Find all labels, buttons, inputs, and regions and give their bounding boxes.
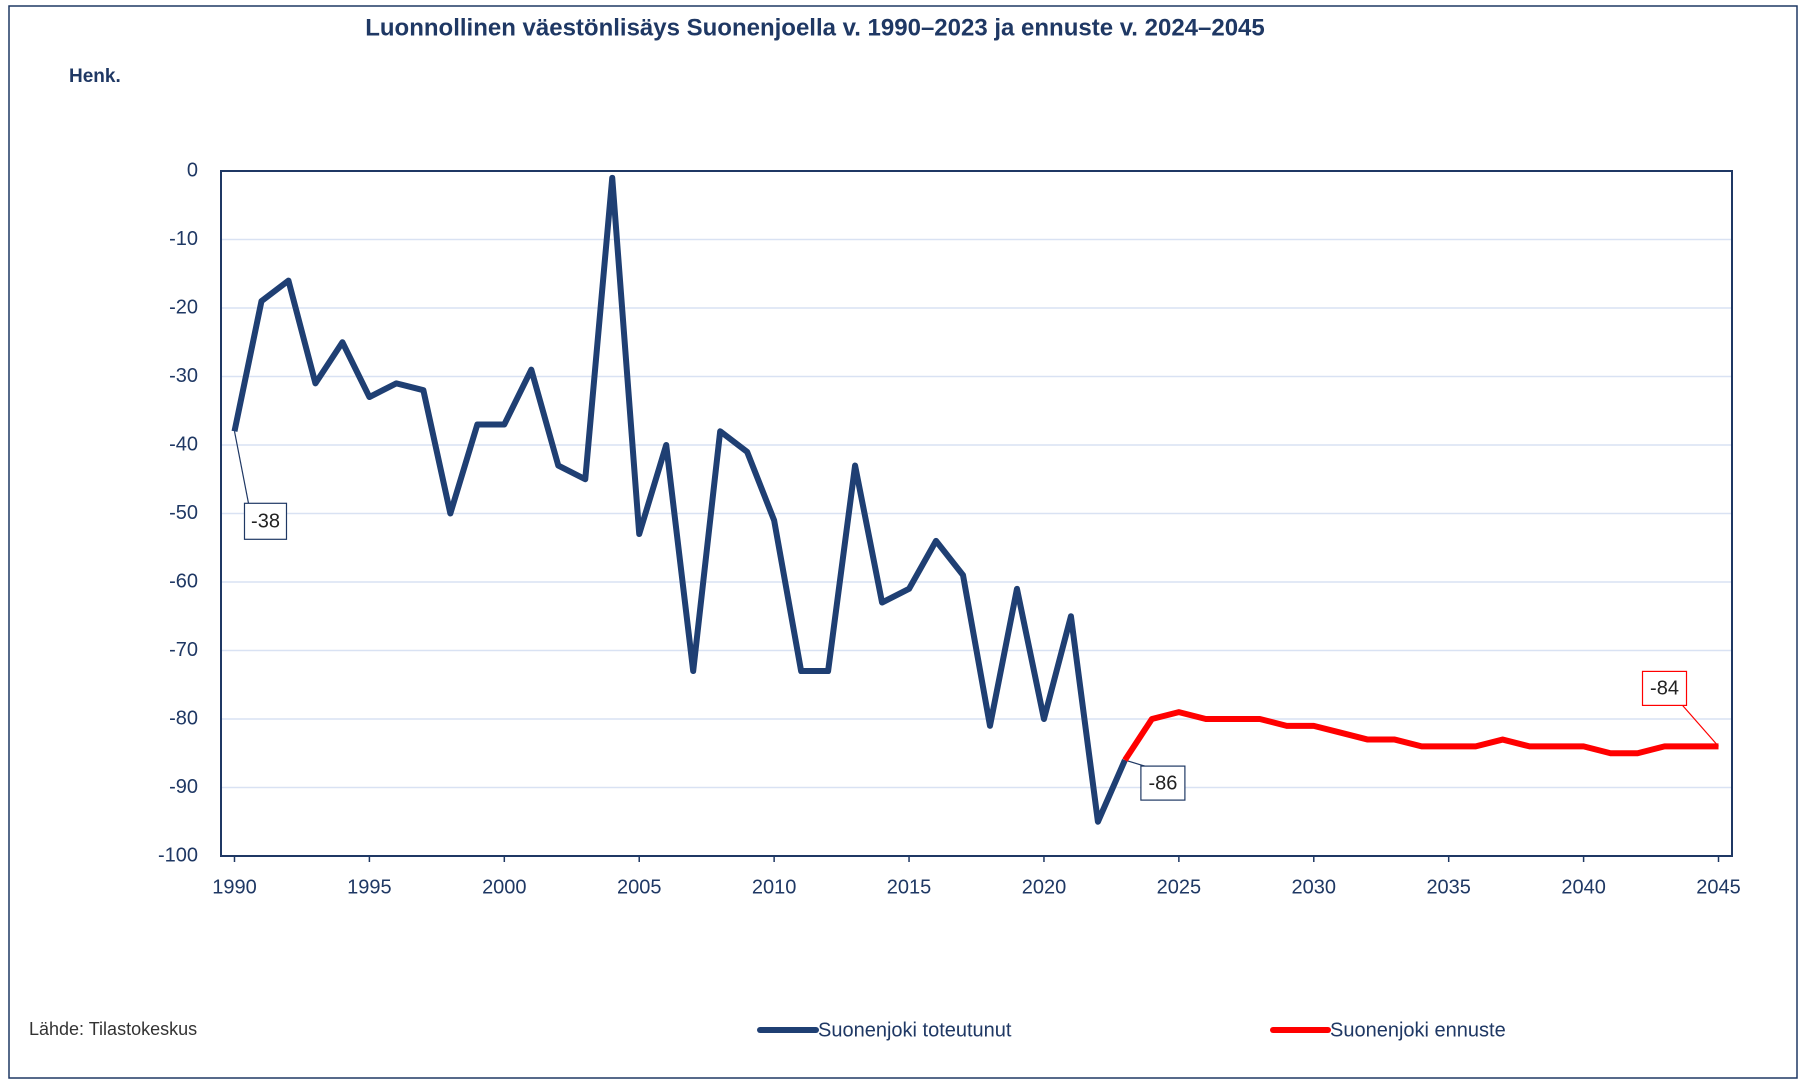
- source: Lähde: Tilastokeskus: [29, 1019, 197, 1039]
- label-leader: [1682, 705, 1719, 747]
- x-tick-label: 2045: [1696, 876, 1741, 898]
- label-leader: [233, 431, 250, 504]
- frame: [8, 5, 1798, 1079]
- legend-label: Suonenjoki ennuste: [1330, 1019, 1506, 1041]
- y-tick-label: -20: [169, 296, 198, 318]
- data-label: -86: [1148, 772, 1177, 794]
- x-tick-label: 2005: [617, 876, 662, 898]
- x-tick-label: 2020: [1022, 876, 1067, 898]
- y-axis-label: Henk.: [69, 66, 121, 87]
- data-label: -38: [251, 511, 280, 533]
- y-tick-label: -40: [169, 433, 198, 455]
- label-box: [1641, 670, 1688, 707]
- y-tick-label: -100: [158, 844, 198, 866]
- plot-border: [220, 170, 1733, 857]
- x-tick-label: 2035: [1426, 876, 1471, 898]
- data-label: -84: [1650, 678, 1679, 700]
- y-tick-label: -90: [169, 776, 198, 798]
- series-line: [1122, 709, 1719, 762]
- x-tick-label: 1995: [347, 876, 392, 898]
- x-tick-label: 2025: [1157, 876, 1202, 898]
- x-tick-label: 2015: [887, 876, 932, 898]
- label-box: [1140, 765, 1186, 801]
- x-tick-label: 1990: [212, 876, 257, 898]
- y-tick-label: -30: [169, 365, 198, 387]
- y-tick-label: -10: [169, 228, 198, 250]
- chart-title: Luonnollinen väestönlisäys Suonenjoella …: [365, 14, 1265, 41]
- x-tick-label: 2000: [482, 876, 527, 898]
- y-tick-label: -60: [169, 570, 198, 592]
- y-tick-label: -80: [169, 707, 198, 729]
- x-tick-label: 2010: [752, 876, 797, 898]
- series-line: [231, 174, 1128, 825]
- label-leader: [1124, 759, 1146, 767]
- label-box: [243, 502, 288, 540]
- y-tick-label: 0: [187, 159, 198, 181]
- x-tick-label: 2030: [1292, 876, 1337, 898]
- y-tick-label: -70: [169, 639, 198, 661]
- x-tick-label: 2040: [1561, 876, 1606, 898]
- legend-label: Suonenjoki toteutunut: [818, 1019, 1012, 1041]
- y-tick-label: -50: [169, 502, 198, 524]
